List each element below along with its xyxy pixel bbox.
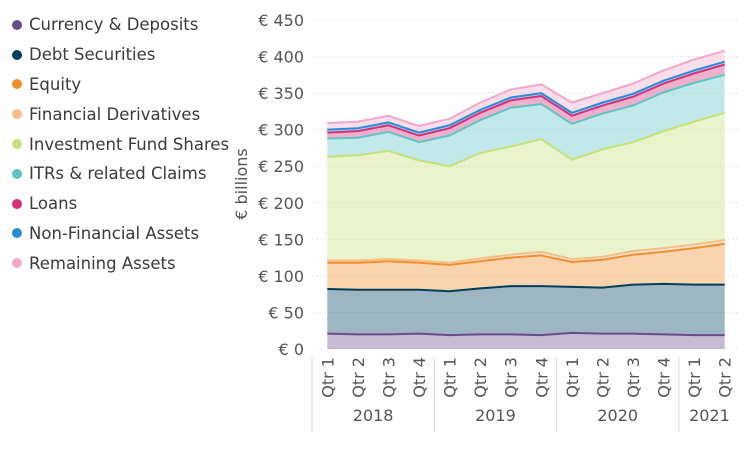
legend-item-non-financial-assets[interactable]: Non-Financial Assets (12, 219, 237, 249)
legend-marker-icon (12, 79, 22, 90)
y-tick-label: € 100 (258, 267, 304, 286)
legend-label: Equity (29, 74, 82, 94)
x-tick-label: Qtr 2 (716, 357, 735, 398)
y-tick-label: € 450 (258, 11, 304, 30)
legend-marker-icon (12, 49, 22, 60)
y-axis-title: € billions (232, 148, 251, 219)
area-equity[interactable] (327, 243, 725, 292)
area-loans[interactable] (327, 64, 725, 143)
area-investment-fund-shares[interactable] (327, 112, 725, 263)
x-tick-label: Qtr 3 (379, 357, 398, 398)
y-tick-label: € 300 (258, 121, 304, 140)
legend-label: Financial Derivatives (29, 104, 201, 124)
legend-label: Loans (29, 194, 78, 214)
legend-label: Investment Fund Shares (29, 134, 230, 154)
legend-marker-icon (12, 139, 22, 150)
line-loans[interactable] (327, 63, 725, 137)
area-currency-and-deposits[interactable] (327, 332, 725, 349)
area-remaining-assets[interactable] (327, 50, 725, 133)
legend-marker-icon (12, 168, 22, 179)
x-tick-label: Qtr 3 (502, 357, 521, 398)
legend-label: Currency & Deposits (29, 15, 199, 35)
line-financial-derivatives[interactable] (327, 239, 725, 264)
line-equity[interactable] (327, 242, 725, 266)
legend-item-loans[interactable]: Loans (12, 189, 237, 219)
legend-item-investment-fund-shares[interactable]: Investment Fund Shares (12, 129, 237, 159)
line-non-financial-assets[interactable] (327, 60, 725, 134)
legend-item-itrs-and-related-claims[interactable]: ITRs & related Claims (12, 159, 237, 189)
x-tick-label: Qtr 1 (563, 357, 582, 398)
legend-item-financial-derivatives[interactable]: Financial Derivatives (12, 99, 237, 129)
y-tick-label: € 50 (268, 303, 304, 322)
y-tick-label: € 250 (258, 157, 304, 176)
area-financial-derivatives[interactable] (327, 240, 725, 265)
x-tick-label: Qtr 1 (441, 357, 460, 398)
legend-marker-icon (12, 198, 22, 209)
legend-marker-icon (12, 258, 22, 269)
line-itrs-and-related-claims[interactable] (327, 73, 725, 144)
year-label: 2018 (353, 406, 394, 425)
x-tick-label: Qtr 3 (624, 357, 643, 398)
legend-label: Non-Financial Assets (29, 223, 200, 243)
line-investment-fund-shares[interactable] (327, 111, 725, 168)
legend-item-equity[interactable]: Equity (12, 70, 237, 100)
area-non-financial-assets[interactable] (327, 61, 725, 136)
line-remaining-assets[interactable] (327, 49, 725, 128)
x-tick-label: Qtr 4 (410, 357, 429, 398)
legend-item-remaining-assets[interactable]: Remaining Assets (12, 248, 237, 278)
legend-marker-icon (12, 228, 22, 239)
y-tick-label: € 0 (279, 340, 304, 359)
x-tick-label: Qtr 2 (593, 357, 612, 398)
year-label: 2021 (689, 406, 730, 425)
x-tick-label: Qtr 1 (318, 357, 337, 398)
x-tick-label: Qtr 4 (655, 357, 674, 398)
y-tick-label: € 400 (258, 48, 304, 67)
x-tick-label: Qtr 2 (349, 357, 368, 398)
area-debt-securities[interactable] (327, 283, 725, 336)
y-tick-label: € 200 (258, 194, 304, 213)
legend-marker-icon (12, 109, 22, 120)
legend-item-currency-and-deposits[interactable]: Currency & Deposits (12, 10, 237, 40)
x-tick-label: Qtr 1 (685, 357, 704, 398)
legend-label: Debt Securities (29, 45, 156, 65)
legend: Currency & Deposits Debt Securities Equity… (12, 10, 237, 278)
line-currency-and-deposits[interactable] (327, 331, 725, 337)
year-label: 2020 (597, 406, 638, 425)
legend-marker-icon (12, 19, 22, 30)
year-label: 2019 (475, 406, 516, 425)
legend-label: ITRs & related Claims (29, 164, 207, 184)
legend-item-debt-securities[interactable]: Debt Securities (12, 40, 237, 70)
y-tick-label: € 150 (258, 230, 304, 249)
line-debt-securities[interactable] (327, 282, 725, 293)
x-tick-label: Qtr 4 (532, 357, 551, 398)
legend-label: Remaining Assets (29, 253, 176, 273)
y-tick-label: € 350 (258, 84, 304, 103)
x-tick-label: Qtr 2 (471, 357, 490, 398)
